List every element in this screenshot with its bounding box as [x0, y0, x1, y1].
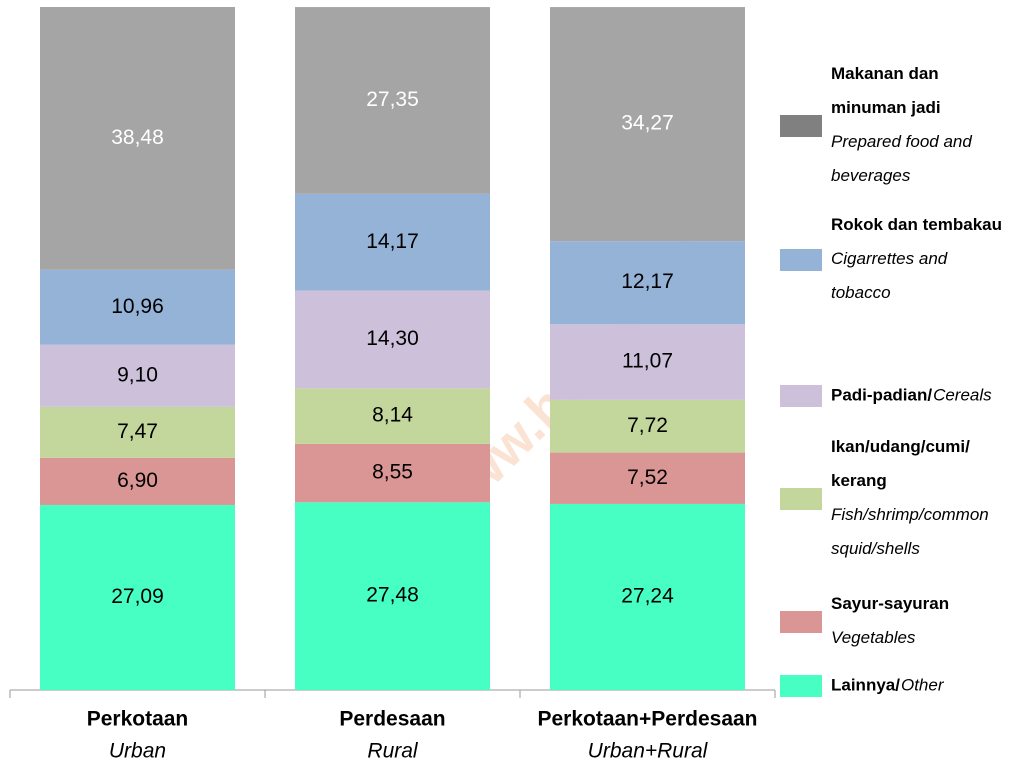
value-label: 38,48 — [111, 126, 164, 149]
legend-label: Lainnya/ — [831, 675, 900, 694]
legend-swatch — [780, 115, 822, 137]
legend-swatch — [780, 249, 822, 271]
value-label: 34,27 — [621, 112, 674, 135]
bar-segment — [295, 7, 490, 194]
value-label: 14,30 — [366, 327, 419, 350]
value-label: 7,52 — [627, 466, 668, 489]
legend-label-en: Vegetables — [831, 628, 916, 647]
value-label: 9,10 — [117, 363, 158, 386]
bar-segment — [295, 502, 490, 690]
bar-segment — [550, 399, 745, 453]
bar-segment — [550, 324, 745, 400]
value-label: 27,48 — [366, 584, 419, 607]
legend-label: Makanan dan minuman jadi — [831, 64, 941, 117]
bar-segment — [550, 503, 745, 690]
value-label: 7,72 — [627, 414, 668, 437]
bar-segment — [295, 443, 490, 503]
value-label: 8,14 — [372, 404, 413, 427]
value-label: 27,09 — [111, 585, 164, 608]
bar-segment — [550, 7, 745, 242]
bar-segment — [40, 7, 235, 270]
value-label: 12,17 — [621, 270, 674, 293]
x-tick-label-en: Urban — [109, 740, 166, 763]
legend-swatch — [780, 488, 822, 510]
legend-swatch — [780, 385, 822, 407]
bar-segment — [550, 241, 745, 325]
value-label: 10,96 — [111, 295, 164, 318]
value-label: 27,24 — [621, 585, 674, 608]
legend-swatch — [780, 611, 822, 633]
bar-segment — [40, 457, 235, 505]
legend-label-en: Cigarrettes and tobacco — [831, 249, 948, 302]
bar-segment — [40, 504, 235, 690]
legend-label: Ikan/udang/cumi/kerang — [831, 437, 970, 490]
x-tick-label: Perdesaan — [339, 708, 445, 731]
bar-segment — [40, 269, 235, 345]
x-tick-label-en: Rural — [367, 740, 419, 763]
legend-swatch — [780, 675, 822, 697]
x-tick-label-en: Urban+Rural — [588, 740, 709, 763]
x-tick-label: Perkotaan+Perdesaan — [537, 708, 757, 731]
x-tick-label: Perkotaan — [87, 708, 189, 731]
bar-segment — [550, 452, 745, 504]
bar-segment — [40, 344, 235, 407]
legend-label-en: Cereals — [933, 385, 992, 404]
legend-label: Padi-padian/ — [831, 385, 932, 404]
legend-label-en: Other — [901, 675, 945, 694]
value-label: 8,55 — [372, 461, 413, 484]
bar-segment — [295, 290, 490, 389]
value-label: 6,90 — [117, 469, 158, 492]
legend-label: Rokok dan tembakau — [831, 215, 1002, 234]
legend-label: Sayur-sayuran — [831, 594, 949, 613]
bar-segment — [295, 193, 490, 291]
value-label: 14,17 — [366, 230, 419, 253]
bar-segment — [295, 388, 490, 444]
bar-segment — [40, 406, 235, 458]
legend-label-en: Fish/shrimp/common squid/shells — [831, 505, 989, 558]
value-label: 11,07 — [622, 350, 673, 373]
value-label: 27,35 — [366, 88, 419, 111]
legend-label-en: Prepared food and beverages — [831, 132, 972, 185]
value-label: 7,47 — [117, 420, 158, 443]
